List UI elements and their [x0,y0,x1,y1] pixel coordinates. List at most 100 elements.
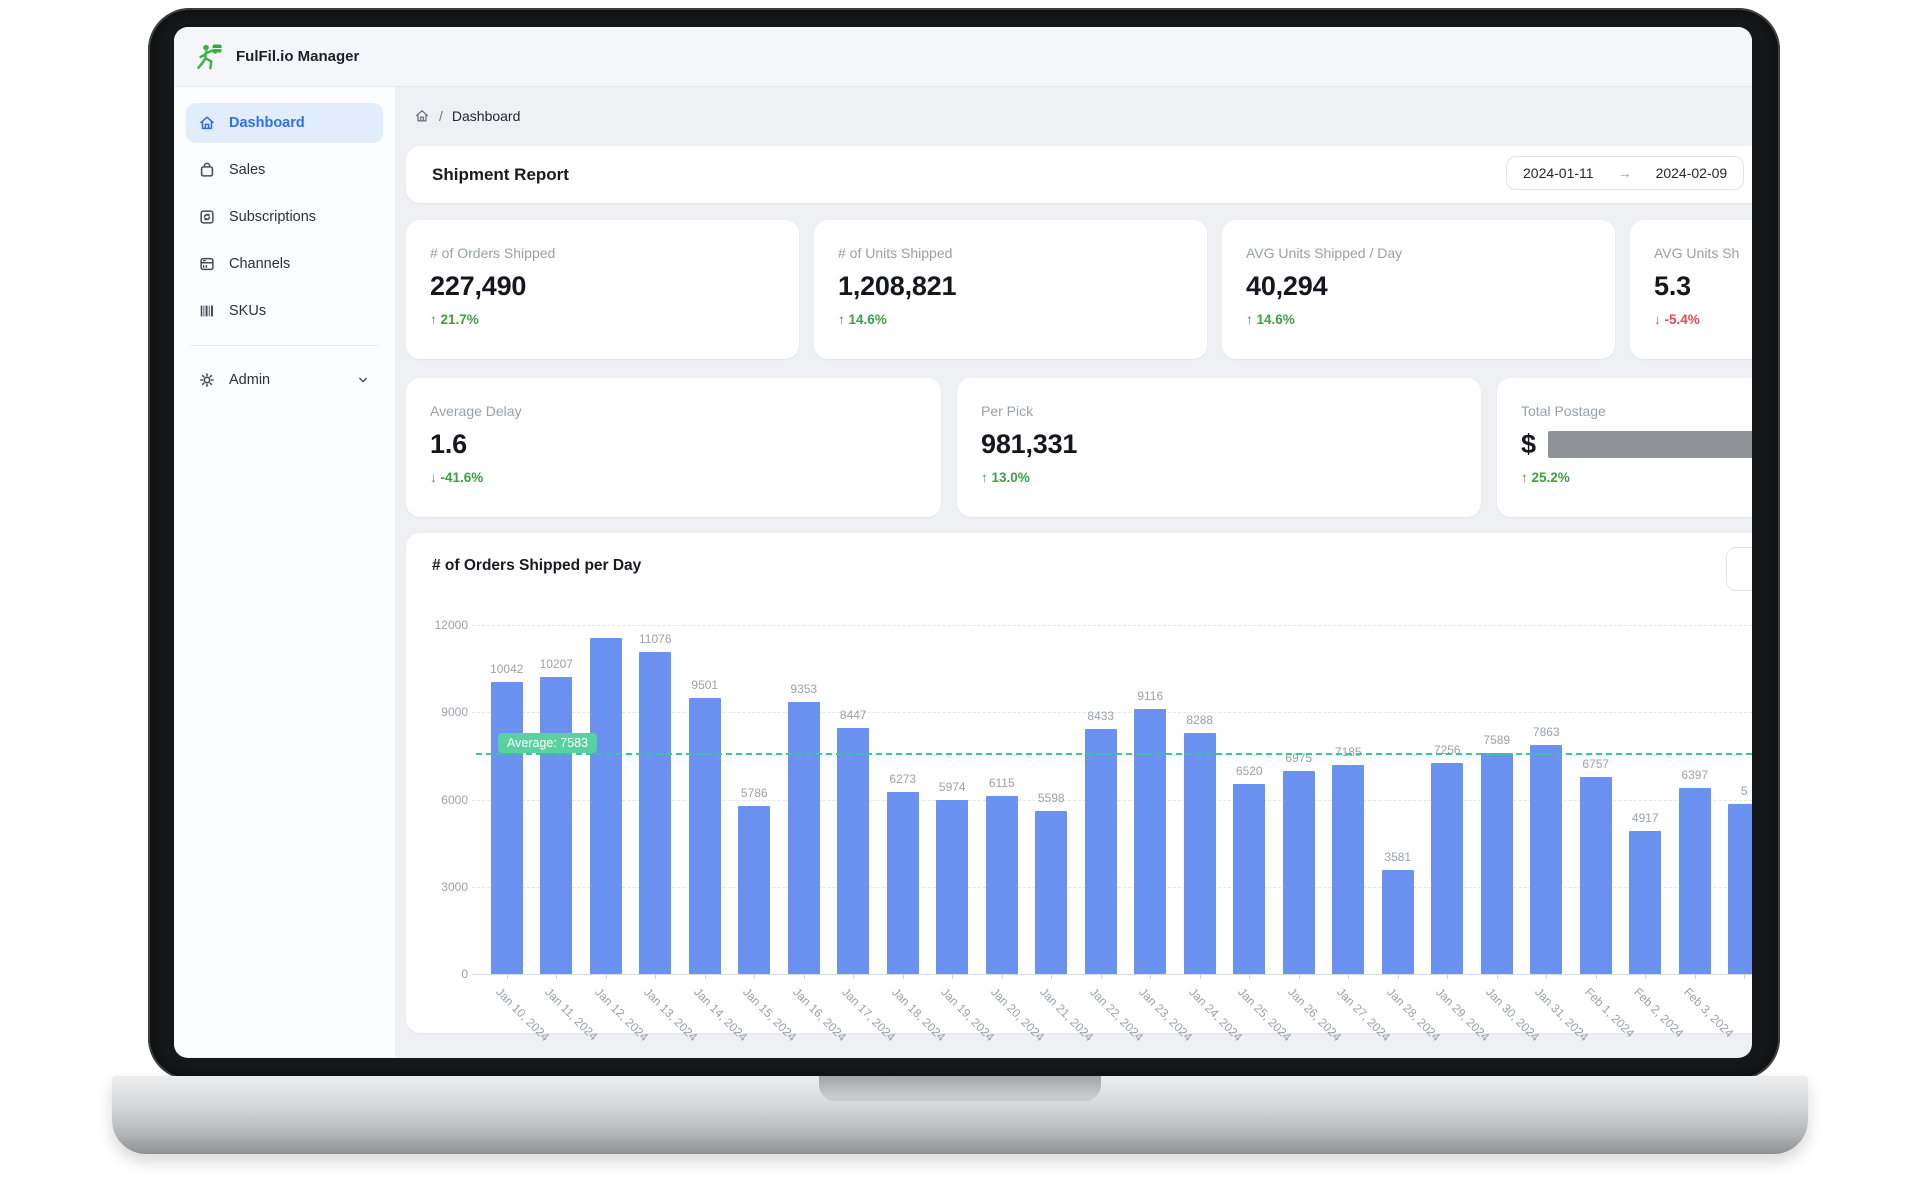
stat-label: AVG Units Sh [1654,245,1740,261]
bar[interactable] [985,796,1018,974]
bar[interactable] [837,728,870,974]
date-range-arrow-icon: → [1617,165,1632,181]
bar[interactable] [1332,765,1365,974]
date-range-picker[interactable]: 2024-01-11 → 2024-02-09 [1506,156,1745,190]
bar[interactable] [1084,728,1117,974]
bar[interactable] [490,681,523,974]
x-axis-tick [902,974,904,979]
y-axis-tick-label: 3000 [441,879,468,894]
bar-value-label: 9353 [790,681,818,696]
x-axis-tick [704,974,706,979]
bar[interactable] [787,701,820,974]
bar-value-label: 9501 [691,677,719,692]
bar-value-label: 7863 [1532,725,1560,740]
bar[interactable] [1579,777,1612,974]
bar[interactable] [688,697,721,974]
x-axis-tick [1249,974,1251,979]
stat-delta: ↑ 13.0% [981,470,1030,485]
trend-up-icon: ↑ [838,312,845,327]
bar[interactable] [1728,804,1752,974]
bar[interactable] [1530,745,1563,974]
bar[interactable] [1282,771,1315,974]
x-axis-tick [1348,974,1350,979]
sidebar-item-label: SKUs [229,303,267,319]
date-range-start[interactable]: 2024-01-11 [1523,165,1594,181]
sidebar-item-label: Subscriptions [229,209,317,225]
sidebar-item-subscriptions[interactable]: Subscriptions [186,197,383,237]
bar[interactable] [540,677,573,974]
sidebar-item-admin[interactable]: Admin [186,360,383,400]
x-axis-tick [1744,974,1746,979]
breadcrumb-current[interactable]: Dashboard [451,108,521,124]
date-range-end[interactable]: 2024-02-09 [1655,165,1728,181]
bar-value-label: 5786 [740,785,768,800]
report-header-card: Shipment Report 2024-01-11 → 2024-02-09 [406,146,1752,203]
bar[interactable] [1233,784,1266,974]
bar[interactable] [1629,831,1662,974]
x-axis-tick [1001,974,1003,979]
stat-card-average-delay: Average Delay 1.6 ↓ -41.6% [406,378,941,517]
breadcrumb-home-icon[interactable] [414,108,430,124]
bar[interactable] [1431,762,1464,974]
bar-value-label: 8433 [1087,708,1115,723]
chevron-down-icon [359,377,367,383]
bar[interactable] [1678,787,1711,974]
stat-value: 40,294 [1246,271,1328,301]
y-axis-tick-label: 0 [461,967,468,981]
stat-delta: ↓ -41.6% [430,470,484,485]
app-title: FulFil.io Manager [236,48,360,65]
sidebar-item-sales[interactable]: Sales [186,150,383,190]
bar-value-label: 6115 [988,776,1015,791]
bar-value-label: 6273 [889,771,917,786]
stat-value: 227,490 [430,271,527,301]
sidebar-item-channels[interactable]: Channels [186,244,383,284]
x-axis-tick [1150,974,1152,979]
x-axis-tick [1199,974,1201,979]
stat-label: Total Postage [1521,403,1606,419]
channels-icon [200,257,214,271]
bar[interactable] [1035,811,1068,974]
stat-value: 5.3 [1654,271,1691,301]
trend-up-icon: ↑ [1521,470,1528,485]
bar[interactable] [1134,708,1167,974]
x-axis-tick [655,974,657,979]
x-axis-tick [1546,974,1548,979]
x-axis-tick [605,974,607,979]
home-icon [200,116,214,130]
stat-card-avg-units-day: AVG Units Shipped / Day 40,294 ↑ 14.6% [1222,220,1615,359]
sidebar: Dashboard Sales Subscriptions [174,87,396,1057]
bar-value-label: 10042 [490,661,524,676]
stat-delta: ↑ 21.7% [430,312,479,327]
y-axis-tick-label: 12000 [434,618,468,632]
report-title: Shipment Report [432,164,569,184]
chart-options-button[interactable] [1726,547,1752,591]
bar[interactable] [936,800,969,974]
x-axis-tick-label: Feb 2, 2024 [1631,985,1687,1041]
bar[interactable] [1183,732,1216,974]
bar[interactable] [589,638,622,974]
stat-label: AVG Units Shipped / Day [1246,245,1403,261]
x-axis-tick [952,974,954,979]
x-axis-tick [1496,974,1498,979]
bar-value-label: 7589 [1483,733,1511,748]
bar[interactable] [738,805,771,974]
x-axis-tick [803,974,805,979]
stat-card-per-pick: Per Pick 981,331 ↑ 13.0% [957,378,1481,517]
bar-value-label: 8447 [839,708,867,723]
bar[interactable] [1381,869,1414,974]
bar-value-label: 5 [1740,784,1748,799]
average-label-badge: Average: 7583 [498,733,598,754]
x-axis-tick [1447,974,1449,979]
stat-value: 1,208,821 [838,271,957,301]
bar[interactable] [886,791,919,974]
sidebar-item-skus[interactable]: SKUs [186,291,383,331]
y-axis-tick-label: 6000 [441,792,468,807]
main-content: / Dashboard Shipment Report 2024-01-11 →… [396,87,1752,1057]
bar[interactable] [1480,753,1513,974]
stats-row-2: Average Delay 1.6 ↓ -41.6% Per Pick 981,… [406,378,1752,517]
sidebar-item-dashboard[interactable]: Dashboard [186,103,383,143]
bar-value-label: 6757 [1582,757,1610,772]
stat-delta: ↑ 14.6% [838,312,887,327]
bar-value-label: 6520 [1235,764,1263,779]
bar[interactable] [639,651,672,974]
